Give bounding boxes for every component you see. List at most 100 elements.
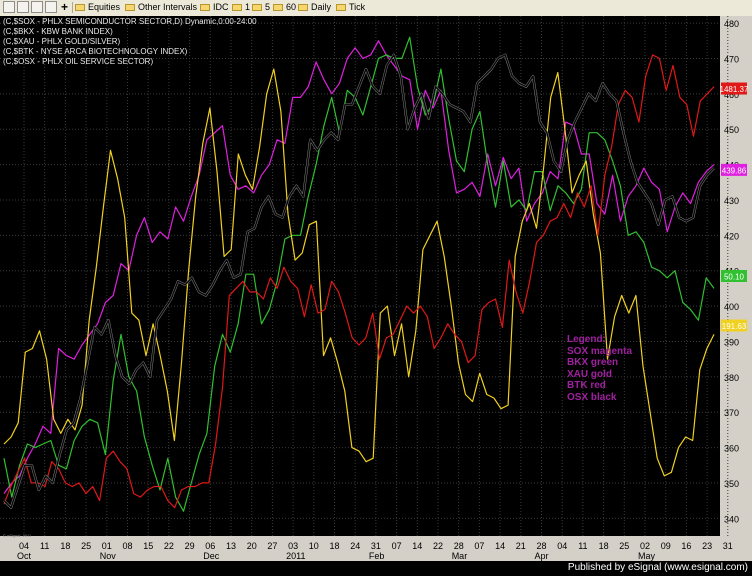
- x-month-label: May: [638, 551, 656, 561]
- x-tick-label: 25: [619, 541, 629, 551]
- other-intervals-label: Other Intervals: [138, 2, 198, 12]
- bar-chart-icon[interactable]: [17, 1, 29, 13]
- interval-5-label: 5: [265, 2, 271, 12]
- grid-icon[interactable]: [3, 1, 15, 13]
- x-tick-label: 09: [661, 541, 671, 551]
- copyright-text: © eSignal, 2011: [3, 533, 32, 538]
- x-tick-label: 14: [412, 541, 422, 551]
- y-tick-label: 400: [724, 302, 739, 312]
- interval-1-button[interactable]: 1: [232, 1, 250, 14]
- header-line-bkx: (C,$BKX - KBW BANK INDEX): [3, 27, 113, 36]
- price-tag-sox: [721, 163, 747, 176]
- folder-icon: [336, 4, 346, 12]
- y-tick-label: 450: [724, 125, 739, 135]
- x-month-label: Oct: [17, 551, 32, 561]
- x-tick-label: 04: [19, 541, 29, 551]
- equities-menu[interactable]: Equities: [75, 1, 120, 14]
- interval-5-button[interactable]: 5: [252, 1, 270, 14]
- folder-icon: [252, 4, 262, 12]
- price-tag-value: 191.63: [722, 322, 747, 331]
- y-tick-label: 370: [724, 408, 739, 418]
- price-tag-btk: [721, 82, 747, 95]
- interval-60-label: 60: [286, 2, 297, 12]
- x-tick-label: 18: [329, 541, 339, 551]
- x-tick-label: 28: [536, 541, 546, 551]
- x-tick-label: 22: [164, 541, 174, 551]
- header-line-osx: (C,$OSX - PHLX OIL SERVICE SECTOR): [3, 57, 154, 66]
- legend-note-item: SOX magenta: [567, 345, 633, 357]
- series-line-sox: [3, 40, 715, 494]
- price-tag-value: 439.86: [722, 166, 747, 175]
- x-tick-label: 02: [640, 541, 650, 551]
- x-tick-label: 27: [267, 541, 277, 551]
- x-tick-label: 31: [723, 541, 733, 551]
- y-tick-label: 470: [724, 54, 739, 64]
- daily-label: Daily: [311, 2, 332, 12]
- x-tick-label: 07: [392, 541, 402, 551]
- x-tick-label: 13: [226, 541, 236, 551]
- x-axis: 04 11 18 25 01 08 15 22 29 06 13 20 27 03 10 18 24 31 07 14…: [17, 541, 733, 561]
- toolbar: + Equities Other Intervals IDC 1 5 60 Da…: [0, 0, 752, 17]
- price-tag-value: 1481.37: [720, 85, 749, 94]
- interval-60-button[interactable]: 60: [273, 1, 296, 14]
- daily-interval-button[interactable]: Daily: [298, 1, 331, 14]
- legend-note-item: OSX black: [567, 391, 617, 403]
- header-line-sox: (C,$SOX - PHLX SEMICONDUCTOR SECTOR,D) D…: [3, 17, 257, 26]
- tick-interval-button[interactable]: Tick: [336, 1, 365, 14]
- x-tick-label: 08: [122, 541, 132, 551]
- equities-label: Equities: [88, 2, 121, 12]
- series-line-osx: [3, 54, 715, 509]
- y-tick-label: 420: [724, 231, 739, 241]
- x-tick-label: 03: [288, 541, 298, 551]
- status-text: Published by eSignal (www.esignal.com): [567, 562, 748, 573]
- x-tick-label: 15: [143, 541, 153, 551]
- x-tick-label: 04: [557, 541, 567, 551]
- series-line-bkx: [3, 36, 715, 512]
- folder-icon: [75, 4, 85, 12]
- x-tick-label: 14: [495, 541, 505, 551]
- series-line-xau: [3, 68, 715, 477]
- folder-icon: [125, 4, 135, 12]
- x-tick-label: 07: [474, 541, 484, 551]
- x-month-label: Apr: [535, 551, 549, 561]
- other-intervals-menu[interactable]: Other Intervals: [125, 1, 197, 14]
- legend-note-title: Legend:: [567, 334, 606, 345]
- status-bar: Published by eSignal (www.esignal.com): [0, 561, 752, 576]
- header-line-xau: (C,$XAU - PHLX GOLD/SILVER): [3, 37, 121, 46]
- y-tick-label: 480: [724, 19, 739, 29]
- legend-note-item: XAU gold: [567, 368, 612, 380]
- x-tick-label: 18: [599, 541, 609, 551]
- window-icon[interactable]: [45, 1, 57, 13]
- series-layer: [3, 36, 715, 512]
- interval-1-label: 1: [245, 2, 251, 12]
- x-tick-label: 25: [81, 541, 91, 551]
- price-tags: 1481.37 439.86 50.10 191.63: [720, 82, 749, 332]
- folder-icon: [200, 4, 210, 12]
- x-tick-label: 23: [702, 541, 712, 551]
- price-chart[interactable]: 3403503603703803904004104204304404504604…: [0, 16, 752, 561]
- x-tick-label: 10: [309, 541, 319, 551]
- y-tick-label: 380: [724, 373, 739, 383]
- folder-icon: [273, 4, 283, 12]
- plus-icon[interactable]: +: [61, 0, 69, 14]
- copy-icon[interactable]: [31, 1, 43, 13]
- x-tick-label: 01: [102, 541, 112, 551]
- y-tick-label: 390: [724, 337, 739, 347]
- x-tick-label: 20: [247, 541, 257, 551]
- x-tick-label: 31: [371, 541, 381, 551]
- y-tick-label: 460: [724, 90, 739, 100]
- x-tick-label: 16: [681, 541, 691, 551]
- folder-icon: [232, 4, 242, 12]
- x-tick-label: 28: [454, 541, 464, 551]
- idc-interval-button[interactable]: IDC: [200, 1, 229, 14]
- y-tick-label: 430: [724, 196, 739, 206]
- folder-icon: [298, 4, 308, 12]
- x-tick-label: 29: [185, 541, 195, 551]
- tick-label: Tick: [349, 2, 366, 12]
- y-tick-label: 360: [724, 444, 739, 454]
- price-tag-bkx: [721, 270, 747, 282]
- header-line-btk: (C,$BTK - NYSE ARCA BIOTECHNOLOGY INDEX): [3, 47, 188, 56]
- x-tick-label: 24: [350, 541, 360, 551]
- x-month-label: Dec: [203, 551, 220, 561]
- series-line-btk: [3, 54, 715, 509]
